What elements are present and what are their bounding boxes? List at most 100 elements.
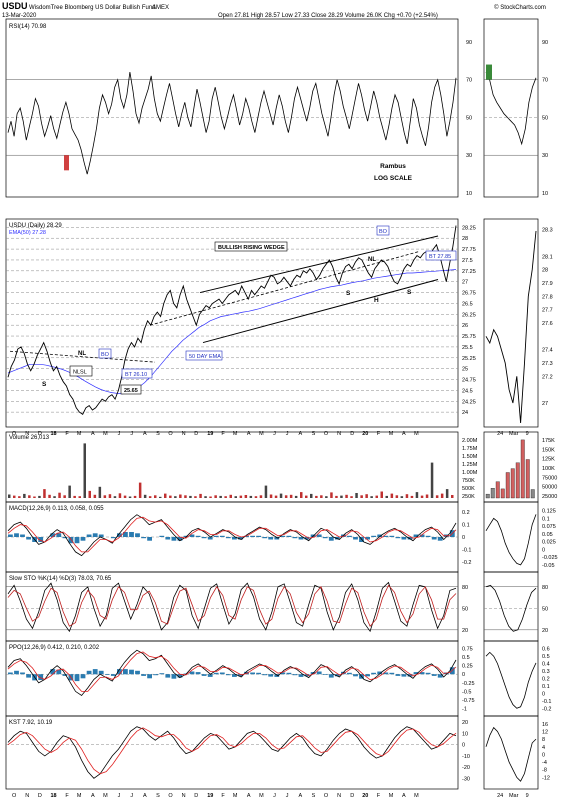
x-axis-label: M (414, 793, 419, 799)
ppo-histogram-bar (8, 672, 13, 675)
price-right-line (485, 230, 537, 424)
macd-right-ytick-1: 0.1 (542, 516, 550, 522)
macd-histogram-bar (86, 534, 92, 537)
panel-frame-2 (5, 431, 459, 503)
macd-line-1 (7, 516, 457, 553)
rsi-ytick-0: 90 (466, 40, 472, 46)
right-panel-frame-0 (483, 18, 539, 198)
volume-bar (375, 495, 378, 498)
ppo-ytick-1: 0.5 (462, 655, 470, 661)
macd-histogram-bar (322, 537, 328, 539)
sto-right-ytick-2: 20 (542, 628, 548, 634)
ppo-ytick-7: -1 (462, 707, 467, 713)
macd-right-ytick-5: 0 (542, 547, 545, 553)
bt-2785-label: BT 27.85 (429, 254, 451, 260)
volume-right-bar (490, 488, 495, 499)
volume-bar (43, 489, 46, 498)
macd-histogram-bar (56, 533, 62, 537)
macd-histogram-bar (286, 535, 292, 537)
ppo-histogram-bar (328, 674, 334, 678)
ppo-histogram-bar (431, 674, 437, 676)
ppo-histogram-bar (50, 669, 56, 675)
x-axis-label: J (130, 793, 133, 799)
wedge-title-box (214, 241, 288, 252)
ppo-histogram-bar (213, 672, 219, 675)
bt-2610-label: BT 26.10 (125, 372, 147, 378)
volume-bar (174, 496, 177, 498)
ppo-histogram-bar (104, 674, 110, 675)
volume-bar (274, 495, 278, 498)
volume-bar (410, 495, 414, 498)
volume-bar (289, 494, 293, 498)
volume-bar (159, 496, 162, 498)
volume-bar (294, 495, 298, 498)
x-axis-label: M (77, 431, 82, 437)
volume-bar (254, 496, 258, 498)
kst-right-ytick-6: -8 (542, 768, 547, 774)
volume-right-ytick-6: 25000 (542, 494, 557, 500)
x-axis-right-label: 24 (497, 793, 503, 799)
volume-bar (48, 494, 51, 498)
price-right-ytick-5: 27.7 (542, 308, 553, 314)
x-axis-label: M (233, 793, 238, 799)
macd-histogram-bar (165, 537, 171, 540)
volume-bar (143, 494, 147, 498)
volume-bar (269, 494, 273, 498)
volume-bar (38, 495, 41, 498)
macd-histogram-bar (365, 537, 370, 540)
volume-right-ytick-5: 50000 (542, 485, 557, 491)
price-ytick-5: 27 (462, 280, 468, 286)
macd-histogram-bar (298, 537, 304, 540)
x-axis-label: D (38, 793, 42, 799)
rsi-overbought-fill (486, 64, 492, 80)
macd-ytick-0: 0.2 (462, 510, 470, 516)
ppo-right-ytick-2: 0.4 (542, 662, 550, 668)
volume-bar (340, 495, 343, 498)
volume-bar (103, 495, 107, 498)
rsi-ytick-3: 30 (466, 153, 472, 159)
ppo-histogram-bar (274, 674, 280, 677)
volume-bar (234, 496, 237, 498)
ppo-histogram-bar (20, 672, 25, 675)
volume-bar (33, 496, 36, 498)
macd-histogram-bar (347, 535, 352, 537)
ppo-right-ytick-4: 0.2 (542, 677, 550, 683)
ppo-histogram-bar (207, 674, 213, 677)
panel-frame-0 (5, 18, 459, 198)
volume-bar (320, 495, 323, 498)
macd-right-line (485, 514, 537, 566)
macd-histogram-bar (62, 537, 68, 539)
rsi-right-line (485, 71, 537, 146)
price-2565-label: 25.65 (124, 388, 138, 394)
ppo-histogram-bar (365, 674, 370, 677)
price-ytick-1: 28 (462, 236, 468, 242)
ppo-histogram-bar (56, 669, 62, 675)
right-panel-frame-4 (483, 571, 539, 642)
rsi-title: RSI(14) 70.98 (9, 24, 47, 30)
price-ytick-13: 25 (462, 367, 468, 373)
x-axis-label: M (103, 431, 108, 437)
ppo-ytick-6: -0.75 (462, 698, 475, 704)
macd-ytick-1: 0.1 (462, 523, 470, 529)
rsi-ytick-4: 10 (466, 191, 472, 197)
volume-bar (148, 496, 152, 498)
right-panel-frame-1 (483, 218, 539, 428)
ppo-histogram-bar (135, 670, 140, 675)
x-axis-label: F (377, 793, 381, 799)
x-axis-label: O (12, 793, 17, 799)
volume-right-bar (530, 489, 535, 499)
rsi-ytick-2: 50 (466, 115, 472, 121)
x-axis-label: A (143, 793, 147, 799)
x-axis-label: M (389, 431, 394, 437)
kst-right-ytick-1: 12 (542, 729, 548, 735)
x-axis-label: A (402, 793, 406, 799)
macd-title: MACD(12,26,9) 0.113, 0.058, 0.055 (9, 506, 104, 512)
price-ytick-11: 25.5 (462, 345, 473, 351)
x-axis-label: D (350, 431, 354, 437)
price-ytick-12: 25.25 (462, 356, 476, 362)
macd-histogram-bar (123, 532, 128, 537)
macd-histogram-bar (74, 537, 80, 544)
ppo-histogram-bar (298, 674, 304, 677)
volume-bar (189, 495, 192, 498)
